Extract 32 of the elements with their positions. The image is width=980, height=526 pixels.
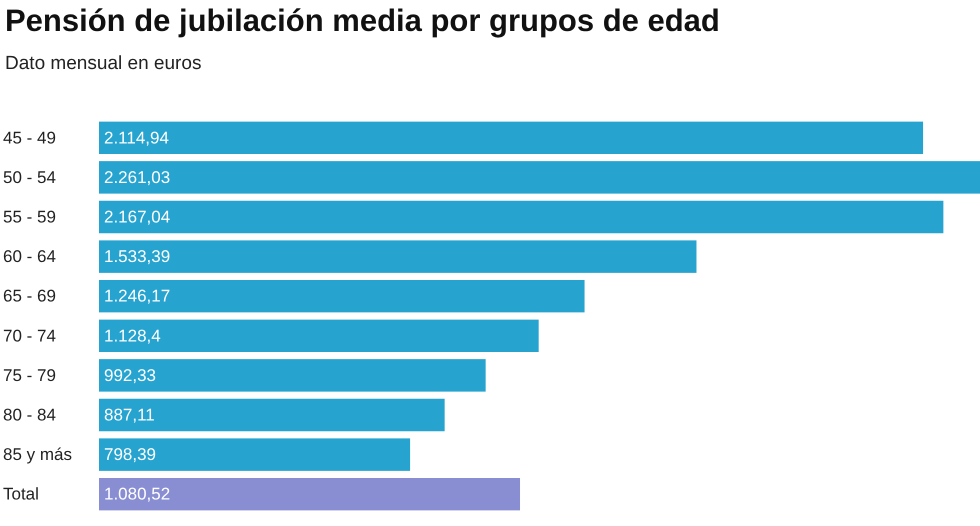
data-label: 798,39 — [104, 445, 156, 464]
y-tick-label: 80 - 84 — [3, 406, 56, 424]
y-tick-label: 50 - 54 — [3, 168, 56, 187]
y-tick-label: Total — [3, 484, 39, 504]
y-tick-label: 45 - 49 — [3, 128, 56, 148]
bar — [99, 320, 539, 352]
data-label: 992,33 — [104, 366, 156, 385]
data-label: 1.533,39 — [104, 247, 170, 266]
chart-subtitle: Dato mensual en euros — [5, 53, 202, 74]
y-tick-label: 60 - 64 — [3, 247, 56, 266]
y-tick-label: 65 - 69 — [3, 286, 56, 306]
bar — [99, 280, 585, 312]
y-tick-label: 75 - 79 — [3, 366, 56, 385]
y-tick-label: 85 y más — [3, 445, 72, 464]
data-label: 1.080,52 — [104, 484, 170, 504]
y-tick-label: 70 - 74 — [3, 326, 56, 346]
bar — [99, 161, 980, 194]
data-label: 2.261,03 — [104, 168, 170, 187]
bar — [99, 438, 410, 471]
bar — [99, 122, 924, 154]
bar — [99, 240, 696, 273]
bar — [99, 398, 445, 432]
bar — [99, 200, 944, 234]
data-label: 2.114,94 — [104, 128, 169, 148]
data-label: 1.246,17 — [104, 286, 170, 306]
bar — [99, 359, 486, 392]
bar — [99, 478, 520, 510]
data-label: 2.167,04 — [104, 208, 170, 226]
y-tick-label: 55 - 59 — [3, 208, 56, 226]
chart-title: Pensión de jubilación media por grupos de edad — [5, 3, 720, 38]
data-label: 1.128,4 — [104, 326, 161, 346]
data-label: 887,11 — [104, 406, 155, 424]
